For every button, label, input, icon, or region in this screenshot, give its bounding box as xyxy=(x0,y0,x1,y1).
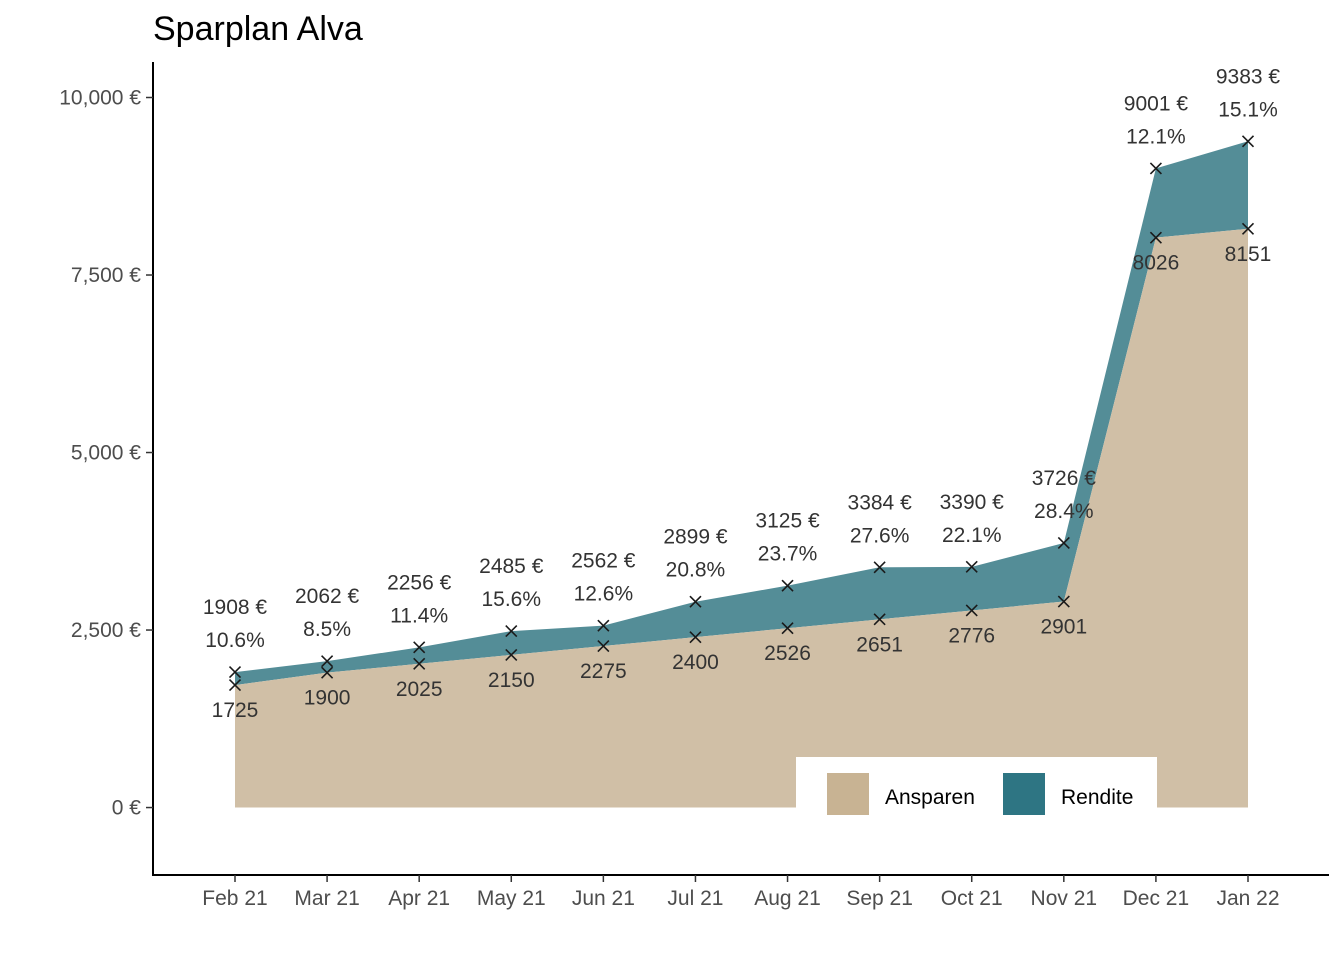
x-tick-label-jul-21: Jul 21 xyxy=(667,887,723,910)
label-rendite-value-mar-21: 2062 € xyxy=(295,585,360,608)
legend-key-rendite xyxy=(1003,773,1045,815)
label-ansparen-jul-21: 2400 xyxy=(672,651,719,674)
marker-rendite-sep-21 xyxy=(873,561,886,574)
y-tick-label: 5,000 € xyxy=(71,442,141,465)
axes xyxy=(152,62,1329,876)
label-rendite-value-jun-21: 2562 € xyxy=(571,550,636,573)
marker-ansparen-apr-21 xyxy=(413,657,426,670)
x-tick-label-nov-21: Nov 21 xyxy=(1031,887,1098,910)
x-tick-label-dec-21: Dec 21 xyxy=(1123,887,1190,910)
x-tick-label-oct-21: Oct 21 xyxy=(941,887,1003,910)
legend-key-ansparen xyxy=(827,773,869,815)
y-axis-ticks: 0 € 2,500 € 5,000 € 7,500 € 10,000 € xyxy=(59,87,153,820)
marker-ansparen-aug-21 xyxy=(781,622,794,635)
label-ansparen-nov-21: 2901 xyxy=(1040,616,1087,639)
label-rendite-value-sep-21: 3384 € xyxy=(848,491,913,514)
label-rendite-pct-mar-21: 8.5% xyxy=(303,618,351,641)
marker-rendite-apr-21 xyxy=(413,641,426,654)
marker-ansparen-dec-21 xyxy=(1149,231,1162,244)
label-ansparen-apr-21: 2025 xyxy=(396,678,443,701)
label-rendite-pct-feb-21: 10.6% xyxy=(205,629,265,652)
marker-ansparen-oct-21 xyxy=(965,604,978,617)
marker-rendite-jul-21 xyxy=(689,595,702,608)
data-label-layer: 1725 1900 2025 2150 2275 2400 2526 2651 2776 2901… xyxy=(203,65,1281,722)
x-tick-label-jan-22: Jan 22 xyxy=(1216,887,1279,910)
label-ansparen-mar-21: 1900 xyxy=(304,687,351,710)
marker-rendite-dec-21 xyxy=(1149,162,1162,175)
y-tick-label: 10,000 € xyxy=(59,87,141,110)
marker-rendite-may-21 xyxy=(505,625,518,638)
marker-rendite-jan-22 xyxy=(1241,135,1255,148)
label-ansparen-sep-21: 2651 xyxy=(856,633,903,656)
label-rendite-pct-jul-21: 20.8% xyxy=(666,559,726,582)
label-rendite-value-dec-21: 9001 € xyxy=(1124,92,1189,115)
x-tick-label-feb-21: Feb 21 xyxy=(202,887,267,910)
marker-rendite-oct-21 xyxy=(965,560,978,573)
y-tick-label: 2,500 € xyxy=(71,619,141,642)
label-rendite-pct-jun-21: 12.6% xyxy=(574,583,634,606)
label-ansparen-aug-21: 2526 xyxy=(764,642,811,665)
marker-rendite-feb-21 xyxy=(228,666,242,679)
x-tick-label-apr-21: Apr 21 xyxy=(388,887,450,910)
x-tick-label-aug-21: Aug 21 xyxy=(754,887,821,910)
marker-ansparen-jul-21 xyxy=(689,631,702,644)
x-tick-label-mar-21: Mar 21 xyxy=(294,887,359,910)
marker-rendite-nov-21 xyxy=(1057,536,1070,550)
label-rendite-value-jan-22: 9383 € xyxy=(1216,65,1281,88)
label-rendite-value-apr-21: 2256 € xyxy=(387,571,452,594)
label-rendite-value-jul-21: 2899 € xyxy=(663,526,728,549)
label-ansparen-feb-21: 1725 xyxy=(212,699,259,722)
marker-rendite-aug-21 xyxy=(781,579,794,592)
x-tick-label-jun-21: Jun 21 xyxy=(572,887,635,910)
marker-ansparen-jun-21 xyxy=(597,639,610,653)
legend: Ansparen Rendite xyxy=(796,757,1157,832)
label-ansparen-jun-21: 2275 xyxy=(580,660,627,683)
label-ansparen-jan-22: 8151 xyxy=(1225,243,1272,266)
label-ansparen-may-21: 2150 xyxy=(488,669,535,692)
label-rendite-value-oct-21: 3390 € xyxy=(940,491,1005,514)
marker-ansparen-may-21 xyxy=(505,648,518,661)
legend-label-rendite: Rendite xyxy=(1061,786,1133,809)
label-rendite-value-feb-21: 1908 € xyxy=(203,596,268,619)
label-rendite-pct-jan-22: 15.1% xyxy=(1218,98,1278,121)
marker-ansparen-feb-21 xyxy=(228,678,242,692)
label-ansparen-dec-21: 8026 xyxy=(1133,252,1180,275)
x-tick-label-may-21: May 21 xyxy=(477,887,546,910)
chart-title: Sparplan Alva xyxy=(153,10,363,48)
marker-ansparen-sep-21 xyxy=(873,613,886,626)
area-ansparen xyxy=(235,228,1248,808)
label-rendite-value-nov-21: 3726 € xyxy=(1032,467,1097,490)
label-ansparen-oct-21: 2776 xyxy=(948,624,995,647)
label-rendite-pct-aug-21: 23.7% xyxy=(758,543,818,566)
label-rendite-value-aug-21: 3125 € xyxy=(755,510,820,533)
marker-ansparen-mar-21 xyxy=(321,666,334,679)
x-tick-label-sep-21: Sep 21 xyxy=(846,887,913,910)
area-layer xyxy=(235,141,1248,808)
label-rendite-pct-may-21: 15.6% xyxy=(481,588,541,611)
marker-ansparen-nov-21 xyxy=(1057,595,1070,608)
marker-ansparen-jan-22 xyxy=(1241,222,1255,235)
y-tick-label: 7,500 € xyxy=(71,264,141,287)
y-tick-label: 0 € xyxy=(112,797,142,820)
marker-layer xyxy=(228,135,1255,692)
label-rendite-value-may-21: 2485 € xyxy=(479,555,544,578)
label-rendite-pct-oct-21: 22.1% xyxy=(942,524,1002,547)
label-rendite-pct-sep-21: 27.6% xyxy=(850,524,910,547)
label-rendite-pct-dec-21: 12.1% xyxy=(1126,125,1186,148)
label-rendite-pct-nov-21: 28.4% xyxy=(1034,500,1094,523)
legend-label-ansparen: Ansparen xyxy=(885,786,975,809)
marker-rendite-jun-21 xyxy=(597,619,610,632)
marker-rendite-mar-21 xyxy=(321,655,334,668)
x-axis-ticks: Feb 21 Mar 21 Apr 21 May 21 Jun 21 Jul 21 Aug … xyxy=(202,875,1280,910)
label-rendite-pct-apr-21: 11.4% xyxy=(390,604,448,627)
